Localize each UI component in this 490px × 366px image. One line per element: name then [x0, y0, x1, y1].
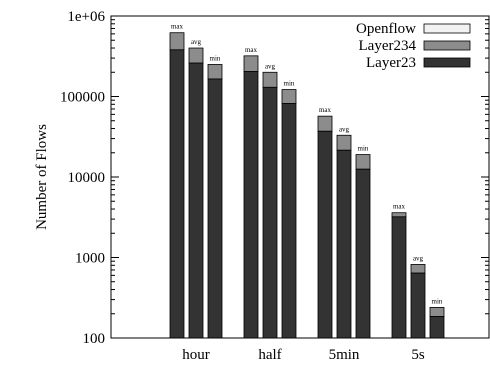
bar-layer234	[336, 134, 352, 151]
bar-layer234	[429, 306, 445, 317]
bar-layer234	[391, 212, 407, 218]
bar-layer23	[355, 168, 371, 339]
bar-layer234	[410, 264, 426, 274]
bar-label-max: max	[171, 23, 184, 31]
y-tick-label: 100	[83, 331, 106, 347]
bar-layer23	[429, 316, 445, 339]
bar-label-avg: avg	[413, 254, 424, 262]
bar-layer234	[262, 71, 278, 88]
y-tick-label: 1e+06	[67, 9, 105, 25]
x-axis-labels: hour half 5min 5s	[182, 347, 425, 363]
bar-layer23	[243, 71, 259, 339]
y-tick-label: 10000	[68, 170, 106, 186]
bar-label-min: min	[358, 145, 369, 153]
y-axis-ticks: 100 1000 10000 100000 1e+06	[60, 9, 489, 347]
bar-label-avg: avg	[265, 62, 276, 70]
bar-label-min: min	[210, 54, 221, 62]
legend-label: Layer234	[359, 38, 417, 54]
x-tick-label: half	[258, 347, 281, 363]
bar-layer23	[336, 149, 352, 339]
x-tick-label: hour	[182, 347, 210, 363]
bar-label-min: min	[432, 297, 443, 305]
legend-label: Layer23	[366, 55, 416, 71]
bar-layer234	[281, 89, 297, 104]
bar-layer23	[169, 49, 185, 339]
bar-layer23	[410, 272, 426, 339]
bar-layer234	[317, 115, 333, 132]
legend-swatch	[423, 57, 471, 68]
bar-layer234	[355, 154, 371, 170]
bar-layer234	[243, 55, 259, 72]
legend-swatch	[423, 40, 471, 51]
y-tick-label: 1000	[75, 251, 105, 267]
bar-layer23	[262, 86, 278, 339]
bar-label-avg: avg	[339, 125, 350, 133]
bar-layer234	[169, 32, 185, 51]
bar-layer23	[188, 62, 204, 339]
y-tick-label: 100000	[60, 90, 105, 106]
bar-label-min: min	[284, 80, 295, 88]
legend-label: Openflow	[356, 21, 416, 37]
bar-layer23	[207, 78, 223, 339]
legend-swatch	[423, 23, 471, 34]
y-axis-title: Number of Flows	[34, 124, 50, 230]
bar-label-max: max	[319, 106, 332, 114]
x-tick-label: 5s	[411, 347, 425, 363]
bar-layer234	[207, 64, 223, 80]
bar-layer234	[188, 47, 204, 64]
bar-layer23	[281, 103, 297, 339]
bar-label-avg: avg	[191, 38, 202, 46]
bar-label-max: max	[245, 46, 258, 54]
bar-layer23	[317, 130, 333, 339]
x-tick-label: 5min	[329, 347, 360, 363]
bar-label-max: max	[393, 203, 406, 211]
bar-layer23	[391, 216, 407, 339]
